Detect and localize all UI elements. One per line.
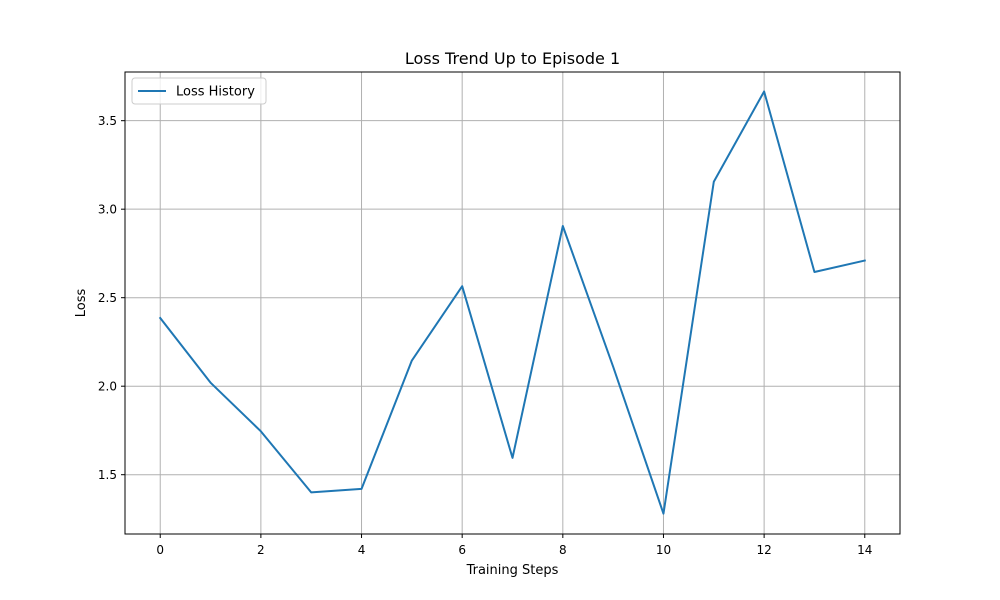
x-tick-label: 14	[857, 543, 872, 557]
plot-frame	[124, 71, 901, 535]
series-line-loss-history	[158, 90, 866, 515]
y-tick-label: 3.5	[98, 114, 117, 128]
x-tick-label: 2	[257, 543, 265, 557]
x-axis-label: Training Steps	[466, 563, 559, 578]
x-tick-label: 12	[756, 543, 771, 557]
grid	[125, 72, 900, 534]
y-tick-label: 2.0	[98, 380, 117, 394]
series-layer	[158, 90, 866, 515]
x-tick-label: 4	[358, 543, 366, 557]
legend-label: Loss History	[176, 85, 255, 100]
legend: Loss History	[131, 77, 267, 105]
x-tick-label: 6	[458, 543, 466, 557]
chart-title: Loss Trend Up to Episode 1	[405, 49, 620, 68]
y-tick-label: 1.5	[98, 468, 117, 482]
x-tick-label: 8	[559, 543, 567, 557]
y-tick-label: 2.5	[98, 291, 117, 305]
x-tick-label: 10	[656, 543, 671, 557]
x-tick-label: 0	[156, 543, 164, 557]
y-axis-label: Loss	[74, 289, 89, 318]
legend-box	[131, 77, 267, 105]
axis-ticks: 0 2 4 6 8 10 12 14 1.5 2.0 2.5 3.0 3.5	[98, 114, 873, 557]
y-tick-label: 3.0	[98, 203, 117, 217]
